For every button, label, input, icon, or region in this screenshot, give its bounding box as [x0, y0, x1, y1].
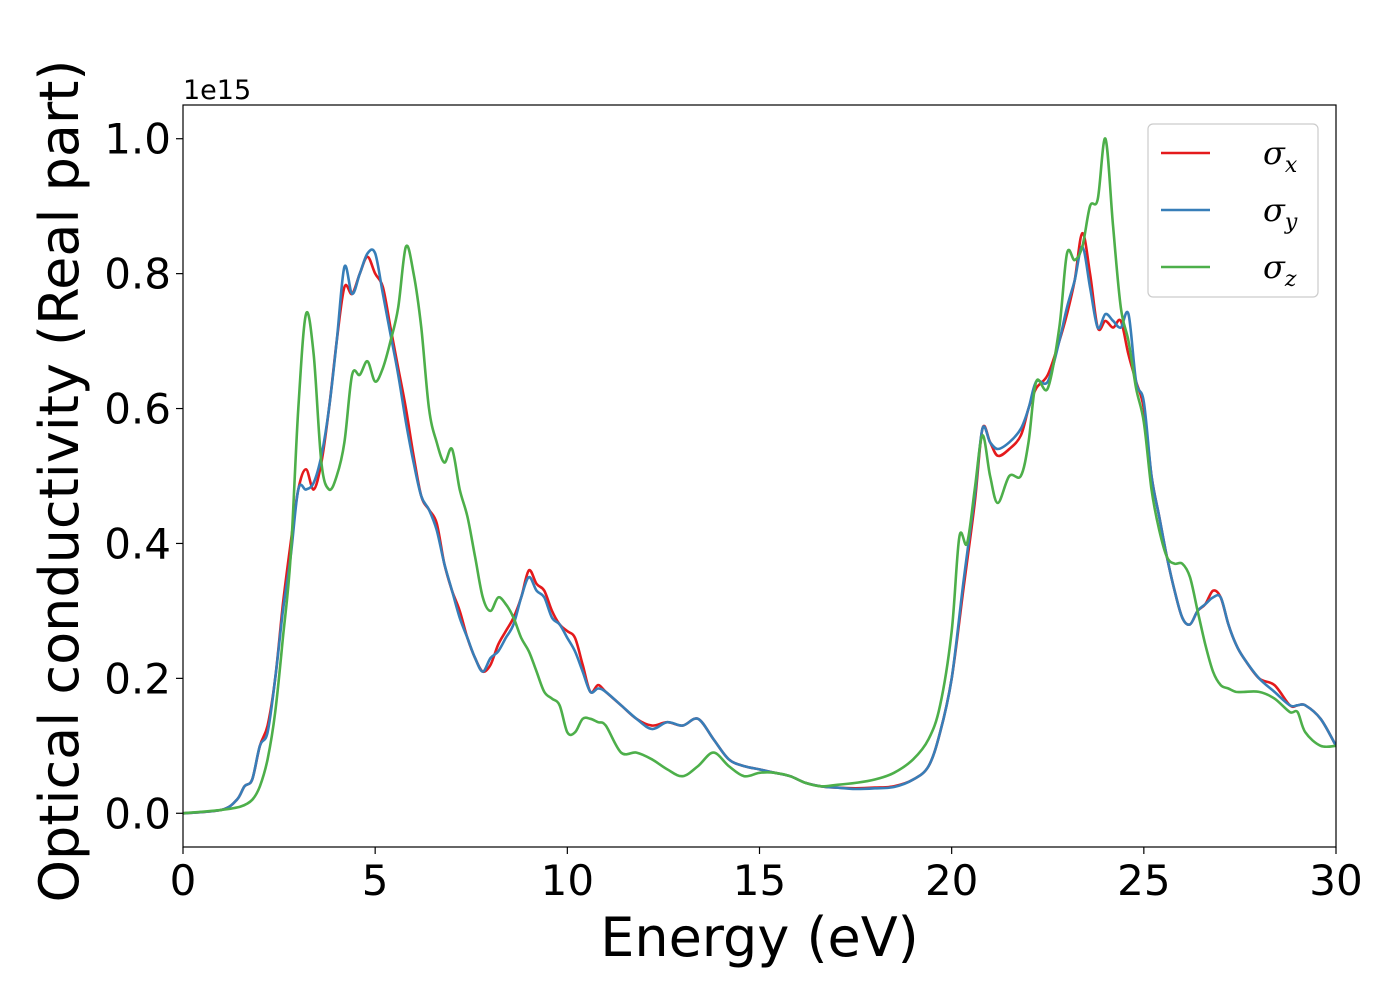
x-tick-label: 5: [362, 856, 389, 905]
y-axis: 0.0 0.2 0.4 0.6 0.8 1.0: [104, 115, 183, 838]
y-offset-label: 1e15: [183, 75, 251, 106]
x-tick-label: 15: [733, 856, 786, 905]
y-tick-label: 0.8: [104, 250, 171, 299]
y-tick-label: 0.0: [104, 789, 171, 838]
y-axis-label: Optical conductivity (Real part): [28, 60, 91, 903]
y-tick-label: 1.0: [104, 115, 171, 164]
series-line-sigma-x: [183, 231, 1336, 815]
series-line-sigma-z: [183, 137, 1336, 815]
x-tick-label: 20: [925, 856, 978, 905]
series-line-sigma-y: [183, 245, 1336, 815]
x-tick-label: 0: [170, 856, 197, 905]
x-axis: 0 5 10 15 20 25 30: [170, 847, 1363, 905]
y-tick-label: 0.4: [104, 519, 171, 568]
y-tick-label: 0.6: [104, 385, 171, 434]
x-tick-label: 25: [1117, 856, 1170, 905]
x-tick-label: 30: [1309, 856, 1362, 905]
x-tick-label: 10: [541, 856, 594, 905]
y-tick-label: 0.2: [104, 654, 171, 703]
series-layer: [183, 137, 1336, 815]
x-axis-label: Energy (eV): [600, 906, 919, 969]
legend-box: [1147, 123, 1319, 298]
